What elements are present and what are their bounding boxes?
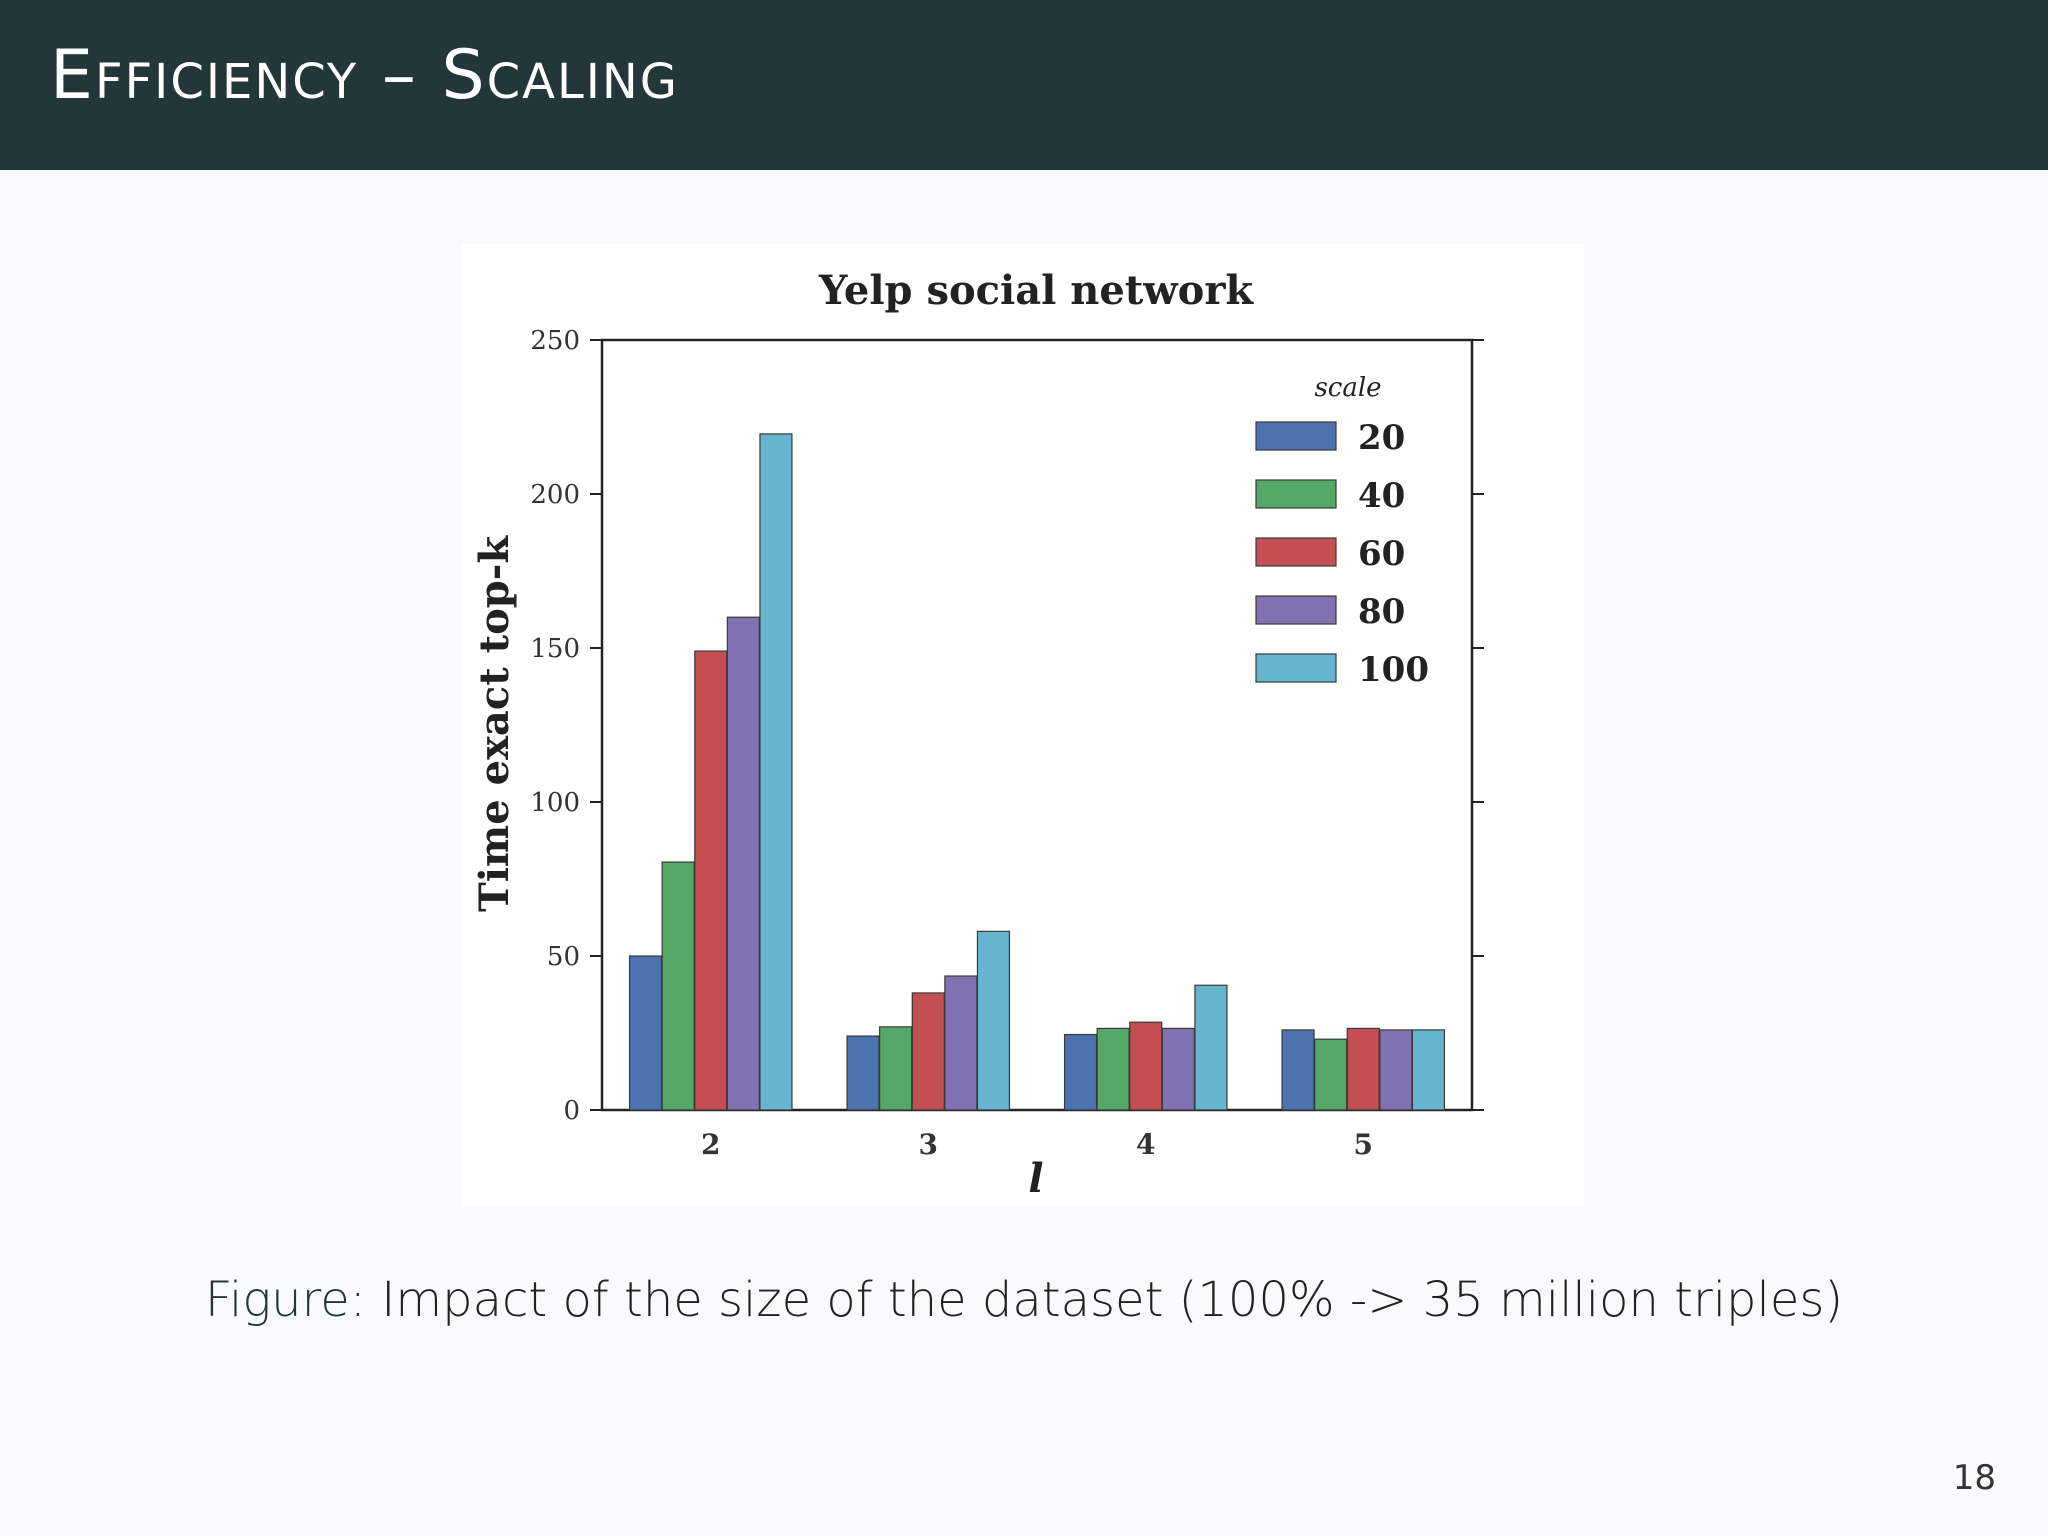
- bar: [944, 975, 978, 1111]
- y-tick-label: 100: [530, 788, 580, 818]
- legend-label: 80: [1358, 592, 1405, 632]
- x-tick-label: 3: [919, 1128, 938, 1161]
- bar: [911, 992, 945, 1111]
- y-axis-label: Time exact top-k: [471, 535, 518, 912]
- bar: [1161, 1027, 1195, 1111]
- bar: [1379, 1029, 1413, 1111]
- bar: [1096, 1027, 1130, 1111]
- bar: [628, 955, 663, 1111]
- y-tick-label: 50: [547, 942, 580, 972]
- bar: [759, 433, 793, 1111]
- x-tick-label: 5: [1354, 1128, 1373, 1161]
- figure-panel: Yelp social network Time exact top-k l 0…: [462, 244, 1584, 1206]
- bar: [879, 1026, 913, 1111]
- bar: [1281, 1029, 1315, 1111]
- legend-swatch: [1255, 595, 1337, 625]
- bar: [1129, 1021, 1163, 1111]
- slide-header: Efficiency – Scaling: [0, 0, 2048, 170]
- bar: [726, 616, 760, 1111]
- x-tick-label: 4: [1136, 1128, 1155, 1161]
- slide-title: Efficiency – Scaling: [50, 36, 679, 115]
- y-tick-label: 200: [530, 480, 580, 510]
- plot-frame: [600, 338, 1474, 1112]
- y-tick-label: 150: [530, 634, 580, 664]
- page-number: 18: [1952, 1458, 1996, 1498]
- bar: [1194, 984, 1228, 1111]
- x-axis-label: l: [1028, 1155, 1043, 1202]
- legend-swatch: [1255, 653, 1337, 683]
- bar: [694, 650, 728, 1111]
- legend-title: scale: [1314, 373, 1381, 403]
- legend-label: 60: [1358, 534, 1405, 574]
- bar: [976, 930, 1011, 1111]
- bar: [1314, 1038, 1348, 1111]
- bar: [661, 861, 695, 1111]
- legend: scale 20 40 60 80 100: [1255, 373, 1429, 690]
- caption-text: Impact of the size of the dataset (100% …: [381, 1272, 1844, 1328]
- caption-prefix: Figure:: [204, 1272, 366, 1328]
- legend-label: 20: [1358, 418, 1405, 458]
- chart-title: Yelp social network: [818, 267, 1255, 314]
- bar: [1063, 1033, 1098, 1111]
- y-tick-label: 0: [563, 1096, 580, 1126]
- legend-label: 100: [1358, 650, 1429, 690]
- bar: [1411, 1029, 1446, 1111]
- legend-swatch: [1255, 421, 1337, 451]
- bar-chart: Yelp social network Time exact top-k l 0…: [471, 267, 1484, 1202]
- legend-swatch: [1255, 537, 1337, 567]
- bar: [846, 1035, 880, 1111]
- figure-caption: Figure: Impact of the size of the datase…: [0, 1272, 2048, 1328]
- y-tick-label: 250: [530, 326, 580, 356]
- plot-area: 0 50 100 150 200 250 2 3 4 5: [530, 326, 1484, 1161]
- x-tick-label: 2: [701, 1128, 720, 1161]
- bar: [1346, 1027, 1380, 1111]
- legend-swatch: [1255, 479, 1337, 509]
- legend-label: 40: [1358, 476, 1405, 516]
